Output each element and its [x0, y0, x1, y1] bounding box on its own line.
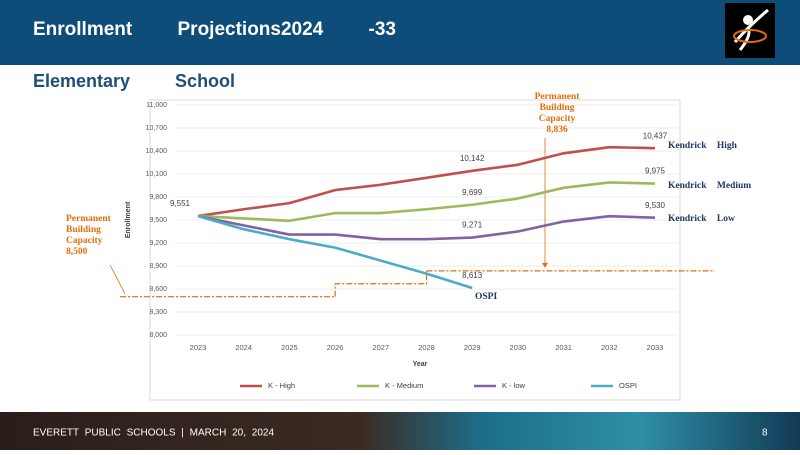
- x-tick-label: 2031: [555, 343, 572, 352]
- y-tick-label: 10,700: [146, 125, 168, 132]
- slide-subtitle: Elementary School: [33, 71, 235, 91]
- annotation-text: 8,500: [66, 247, 88, 257]
- annotation-text: Capacity: [539, 114, 576, 124]
- capacity-connector: [334, 270, 428, 297]
- x-tick-label: 2033: [647, 343, 664, 352]
- annotation-text: 8,836: [546, 125, 568, 135]
- annotation-text: Capacity: [66, 236, 103, 246]
- series-line-label: Kendrick Low: [668, 214, 735, 224]
- annotation-arrowhead: [542, 262, 548, 268]
- chart-frame: [149, 99, 681, 401]
- y-tick-label: 9,200: [149, 240, 167, 247]
- legend-label: OSPI: [619, 381, 637, 390]
- series-line: [197, 214, 656, 241]
- x-tick-label: 2032: [601, 343, 618, 352]
- logo-mark: [733, 29, 767, 43]
- legend-label: K - Medium: [385, 381, 423, 390]
- data-label: 10,142: [460, 154, 485, 163]
- x-axis-title: Year: [413, 361, 428, 368]
- annotation-text: Permanent: [535, 92, 581, 102]
- data-label: 9,699: [462, 188, 483, 197]
- series-line-label: Kendrick Medium: [668, 181, 751, 191]
- x-tick-label: 2030: [510, 343, 527, 352]
- data-label: 9,551: [170, 199, 191, 208]
- logo-mark: [743, 15, 753, 25]
- x-tick-label: 2029: [464, 343, 481, 352]
- legend-label: K - High: [268, 381, 295, 390]
- data-label: 9,530: [645, 201, 666, 210]
- y-axis-title: Enrollment: [125, 201, 132, 238]
- y-tick-label: 8,900: [149, 263, 167, 270]
- slide-title: Enrollment Projections2024 -33: [33, 19, 396, 40]
- y-tick-label: 8,300: [149, 309, 167, 316]
- series-line-label: Kendrick High: [668, 141, 738, 151]
- annotation-text: Building: [66, 225, 101, 235]
- footer-text: EVERETT PUBLIC SCHOOLS | MARCH 20, 2024: [33, 428, 274, 439]
- annotation-text: Building: [540, 103, 575, 113]
- data-label: 9,975: [645, 167, 666, 176]
- x-tick-label: 2023: [190, 343, 207, 352]
- series-line: [197, 181, 656, 223]
- series-line-label: OSPI: [475, 292, 497, 302]
- data-label: 8,613: [462, 271, 483, 280]
- annotation-text: Permanent: [66, 214, 112, 224]
- data-label: 10,437: [643, 131, 668, 140]
- data-label: 9,271: [462, 221, 483, 230]
- x-tick-label: 2024: [235, 343, 252, 352]
- x-tick-label: 2028: [418, 343, 435, 352]
- y-tick-label: 10,100: [146, 171, 168, 178]
- y-tick-label: 9,500: [149, 217, 167, 224]
- x-tick-label: 2027: [372, 343, 389, 352]
- y-tick-label: 10,400: [146, 148, 168, 155]
- y-tick-label: 11,000: [146, 102, 167, 109]
- y-tick-label: 8,000: [149, 332, 167, 339]
- x-tick-label: 2026: [327, 343, 344, 352]
- x-tick-label: 2025: [281, 343, 298, 352]
- page-number: 8: [762, 428, 768, 439]
- y-tick-label: 8,600: [149, 286, 167, 293]
- series-line: [197, 145, 656, 218]
- y-tick-label: 9,800: [149, 194, 167, 201]
- annotation-arrow: [109, 264, 126, 294]
- footer-bar: [0, 412, 800, 450]
- header-bar: [0, 0, 800, 65]
- series-line: [197, 214, 473, 290]
- legend-label: K - low: [502, 381, 526, 390]
